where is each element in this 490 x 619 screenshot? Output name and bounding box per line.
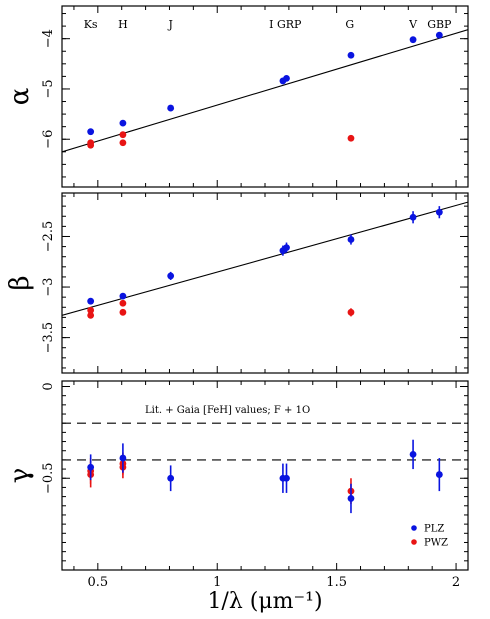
pwz-point [119,299,127,307]
band-label: GBP [427,18,452,31]
fit-line [62,29,468,153]
band-label: V [408,18,418,31]
pwz-point [119,131,127,139]
plot-frame [61,192,469,374]
x-axis-label: 1/λ (μm⁻¹) [207,589,322,614]
pwz-point [119,139,127,147]
panel-3: 0 −0.5 γ Lit. + Gaia [FeH] values; F + 1O PL… [5,380,469,571]
plz-point [167,104,175,112]
legend-label-plz: PLZ [424,524,444,535]
band-label: J [167,18,172,31]
pwz-point [119,308,127,316]
x-tick-label: 0.5 [87,575,108,590]
plz-point [119,119,127,127]
plz-point [435,31,443,39]
y-axis-label: α [5,88,35,106]
pwz-point [87,306,95,314]
band-label: G [345,18,354,31]
band-label: Ks [84,18,98,31]
panel-2: −2.5 −3 −3.5 β [5,192,469,374]
panel-1: −4 −5 −6 α [5,5,469,188]
band-label: H [118,18,128,31]
plz-point [167,474,175,482]
y-tick-label: −3.5 [41,322,56,354]
plz-point [119,292,127,300]
panel-annotation: Lit. + Gaia [FeH] values; F + 1O [145,405,310,416]
plz-point [347,51,355,59]
plz-point [119,454,127,462]
plz-point [87,297,95,305]
legend-label-pwz: PWZ [424,538,448,549]
plz-point [283,75,290,82]
y-axis-label: β [5,275,35,290]
y-tick-label: −2.5 [41,221,56,253]
plz-point [435,208,443,216]
band-label: I GRP [269,18,302,31]
plz-point [435,471,443,478]
plz-point [87,128,95,136]
y-tick-label: −4 [41,29,56,48]
y-axis-label: γ [5,468,35,484]
pwz-point [347,308,355,316]
legend-marker-plz [411,525,417,531]
x-tick-label: 2 [452,575,460,590]
plz-point [347,236,355,243]
y-tick-label: −6 [41,130,56,149]
plz-point [347,495,355,502]
plot-frame [61,5,469,188]
pwz-point [347,134,355,142]
y-tick-label: −0.5 [41,462,56,494]
plz-point [283,474,290,482]
fit-line [62,201,468,316]
plz-point [283,244,290,252]
y-tick-label: −5 [41,79,56,98]
x-tick-label: 1 [213,575,221,590]
legend-marker-pwz [411,539,417,545]
y-tick-label: −3 [41,277,56,296]
plz-point [409,36,417,44]
plz-point [409,450,417,458]
plz-point [167,272,175,280]
y-tick-label: 0 [41,382,56,390]
pwz-point [87,311,95,319]
x-tick-label: 1.5 [326,575,347,590]
plz-point [87,463,95,471]
plz-point [409,213,417,221]
pwz-point [87,141,95,149]
